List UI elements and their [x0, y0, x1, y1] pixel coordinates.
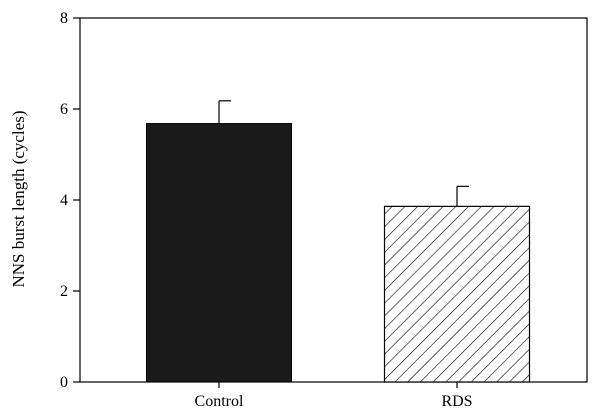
y-tick-label-2: 4: [60, 192, 68, 209]
y-tick-label-3: 6: [60, 101, 68, 118]
y-tick-label-0: 0: [60, 374, 68, 391]
x-tick-label-rds: RDS: [441, 393, 472, 410]
x-tick-label-control: Control: [195, 393, 244, 410]
bar-control: [146, 123, 292, 383]
y-tick-label-4: 8: [60, 10, 68, 27]
y-tick-label-1: 2: [60, 283, 68, 300]
bar-rds: [383, 205, 531, 383]
y-axis-title: NNS burst length (cycles): [9, 110, 28, 287]
